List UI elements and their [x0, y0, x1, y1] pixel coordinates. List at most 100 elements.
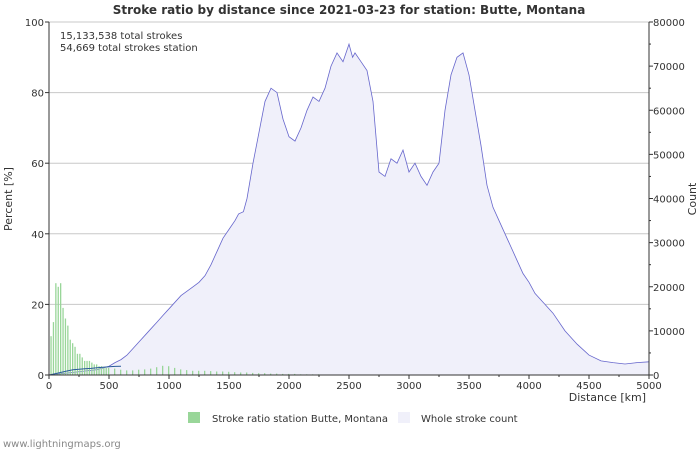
- y-left-tick-label: 60: [31, 159, 44, 170]
- ratio-bar: [50, 336, 52, 375]
- ratio-bar: [126, 370, 128, 375]
- ratio-bar: [103, 367, 105, 375]
- y-left-tick-label: 20: [31, 300, 44, 311]
- ratio-bar: [270, 373, 272, 375]
- ratio-bar: [120, 369, 122, 375]
- ratio-bar: [52, 322, 55, 375]
- y-left-tick-label: 0: [38, 371, 44, 382]
- y-left-tick-label: 80: [31, 89, 44, 100]
- ratio-bar: [204, 370, 206, 375]
- x-tick-label: 0: [46, 381, 52, 392]
- count-area-fill: [49, 44, 649, 375]
- axes: 0 500 1000 1500 2000 2500 3000 3500 4000 4500 5000…: [25, 18, 685, 392]
- ratio-bar: [222, 371, 224, 375]
- x-tick-label: 4000: [516, 381, 541, 392]
- ratio-bar: [81, 357, 83, 375]
- legend-swatch-ratio: [188, 412, 200, 423]
- y-right-tick-label: 50000: [653, 150, 685, 161]
- ratio-bars-layer: [50, 283, 338, 376]
- station-count-line: [48, 365, 122, 376]
- ratio-bar: [282, 373, 284, 375]
- ratio-bar: [132, 370, 134, 375]
- y-right-tick-label: 70000: [653, 62, 685, 73]
- y-right-tick-label: 40000: [653, 195, 685, 206]
- y-right-axis-label: Count: [686, 182, 699, 215]
- ratio-bar: [156, 367, 158, 375]
- ratio-bar: [144, 369, 146, 375]
- x-tick-label: 2500: [336, 381, 361, 392]
- ratio-bar: [88, 360, 91, 375]
- ratio-bar: [98, 366, 100, 375]
- x-tick-label: 5000: [636, 381, 661, 392]
- count-area-layer: [48, 42, 650, 376]
- y-left-axis-label: Percent [%]: [2, 167, 15, 231]
- ratio-bar: [76, 353, 79, 375]
- ratio-bar: [108, 367, 110, 375]
- ratio-bar: [86, 360, 88, 375]
- ratio-bar: [174, 367, 176, 375]
- ratio-bar: [100, 366, 103, 375]
- y-right-tick-label: 20000: [653, 283, 685, 294]
- x-tick-label: 1000: [156, 381, 181, 392]
- ratio-bar: [138, 369, 140, 375]
- ratio-bar: [294, 373, 296, 375]
- x-tick-label: 1500: [216, 381, 241, 392]
- ratio-bar: [62, 307, 64, 375]
- ratio-bar: [162, 365, 164, 375]
- ratio-bar: [72, 343, 74, 375]
- chart-title: Stroke ratio by distance since 2021-03-2…: [113, 3, 586, 17]
- legend-label-ratio: Stroke ratio station Butte, Montana: [212, 414, 388, 425]
- y-right-tick-label: 60000: [653, 106, 685, 117]
- ratio-bar: [252, 372, 254, 375]
- x-tick-label: 4500: [576, 381, 601, 392]
- legend-label-count: Whole stroke count: [421, 414, 518, 425]
- count-line: [48, 42, 650, 376]
- ratio-bar: [228, 371, 230, 375]
- ratio-bar: [114, 368, 116, 375]
- ratio-bar: [258, 373, 260, 375]
- ratio-bar: [57, 286, 59, 376]
- station-strokes-annotation: 54,669 total strokes station: [60, 43, 198, 54]
- ratio-bar: [150, 368, 152, 375]
- station-line-layer: [48, 365, 122, 376]
- y-left-tick-label: 40: [31, 230, 44, 241]
- ratio-bar: [180, 369, 182, 375]
- ratio-bar: [69, 339, 71, 375]
- x-tick-label: 3500: [456, 381, 481, 392]
- ratio-bar: [64, 318, 67, 375]
- ratio-bar: [246, 372, 248, 375]
- footer-credit: www.lightningmaps.org: [3, 439, 121, 450]
- x-tick-label: 3000: [396, 381, 421, 392]
- y-left-tick-label: 100: [25, 18, 44, 29]
- x-tick-label: 2000: [276, 381, 301, 392]
- ratio-bar: [192, 370, 194, 375]
- x-tick-label: 500: [99, 381, 118, 392]
- ratio-bar: [186, 370, 188, 375]
- ratio-bar: [240, 372, 242, 375]
- ratio-bar: [264, 373, 266, 375]
- total-strokes-annotation: 15,133,538 total strokes: [60, 31, 182, 42]
- y-right-tick-label: 10000: [653, 327, 685, 338]
- ratio-bar: [288, 373, 290, 375]
- y-right-tick-label: 0: [653, 371, 659, 382]
- legend-swatch-count: [398, 412, 410, 423]
- ratio-bar: [105, 367, 107, 375]
- ratio-bar: [93, 364, 95, 375]
- y-right-tick-label: 30000: [653, 239, 685, 250]
- ratio-bar: [168, 366, 170, 375]
- ratio-bar: [84, 360, 86, 375]
- ratio-bar: [67, 325, 69, 375]
- ratio-bar: [210, 371, 212, 375]
- ratio-bar: [198, 370, 200, 375]
- ratio-bar: [96, 364, 98, 375]
- ratio-bar: [234, 372, 236, 375]
- x-axis-label: Distance [km]: [569, 391, 646, 404]
- ratio-bar: [216, 371, 218, 375]
- ratio-bar: [60, 283, 62, 375]
- ratio-bar: [55, 283, 57, 375]
- ratio-bar: [79, 353, 81, 375]
- y-right-tick-label: 80000: [653, 18, 685, 29]
- ratio-bar: [74, 346, 76, 375]
- ratio-bar: [276, 373, 278, 375]
